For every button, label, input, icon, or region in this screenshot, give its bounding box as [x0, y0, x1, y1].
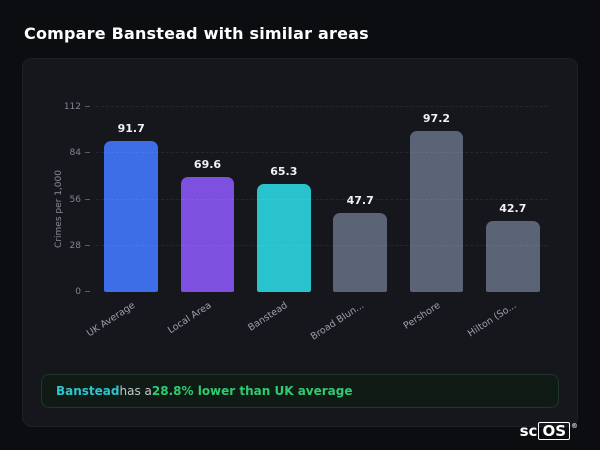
bar-value-label: 65.3 — [270, 165, 298, 179]
bar-chart: Crimes per 1,000 0 28 56 84 112 91.7 UK Avera… — [23, 59, 577, 359]
y-tick-label: 112 — [64, 102, 90, 112]
gridline — [96, 244, 548, 246]
note-subject: Banstead — [56, 384, 120, 398]
comparison-note: Banstead has a 28.8% lower than UK avera… — [41, 374, 559, 408]
y-tick-label: 0 — [75, 287, 90, 297]
plot-area: 0 28 56 84 112 91.7 UK Average 69.6 Local Area 6… — [64, 102, 548, 343]
bar-column: 42.7 Hilton (So... — [466, 107, 544, 339]
x-axis-label: UK Average — [84, 300, 138, 340]
x-axis-label: Hilton (So... — [466, 300, 519, 340]
bars-container: 91.7 UK Average 69.6 Local Area 65.3 Banstead… — [85, 107, 548, 343]
bar-value-label: 42.7 — [499, 202, 527, 216]
note-text: has a — [119, 384, 152, 398]
bar-uk-average[interactable] — [104, 140, 158, 292]
bar-banstead[interactable] — [257, 184, 311, 292]
bar-hilton-so[interactable] — [486, 221, 540, 292]
y-axis: 0 28 56 84 112 — [46, 102, 90, 297]
gridline — [96, 198, 548, 200]
bar-column: 65.3 Banstead — [246, 107, 315, 334]
gridline — [96, 106, 548, 107]
bar-value-label: 97.2 — [422, 112, 451, 126]
bar-column: 91.7 UK Average — [85, 107, 162, 339]
y-tick-label: 56 — [70, 195, 90, 205]
bar-value-label: 47.7 — [346, 194, 374, 208]
x-axis-label: Pershore — [401, 300, 443, 332]
logo-prefix: sc — [519, 422, 538, 440]
bar-local-area[interactable] — [180, 177, 235, 292]
bar-value-label: 69.6 — [193, 158, 222, 172]
bar-column: 97.2 Pershore — [402, 107, 467, 332]
bar-column: 47.7 Broad Blun... — [309, 107, 391, 343]
page-title: Compare Banstead with similar areas — [24, 24, 369, 43]
gridline — [96, 152, 548, 154]
x-axis-label: Banstead — [246, 300, 290, 334]
logo-registered-mark: ® — [571, 422, 578, 430]
x-axis-label: Broad Blun... — [308, 300, 367, 343]
y-tick-label: 84 — [70, 148, 90, 158]
note-highlight: 28.8% lower than UK average — [151, 384, 353, 398]
bar-pershore[interactable] — [409, 131, 464, 292]
y-tick-label: 28 — [70, 241, 90, 251]
scos-logo: sc OS ® — [520, 422, 578, 440]
bar-broad-blun[interactable] — [333, 213, 387, 292]
bar-column: 69.6 Local Area — [166, 107, 238, 336]
logo-suffix: OS — [538, 422, 570, 440]
bar-value-label: 91.7 — [117, 121, 145, 135]
chart-card: Crimes per 1,000 0 28 56 84 112 91.7 UK Avera… — [22, 58, 578, 427]
x-axis-label: Local Area — [165, 300, 214, 337]
